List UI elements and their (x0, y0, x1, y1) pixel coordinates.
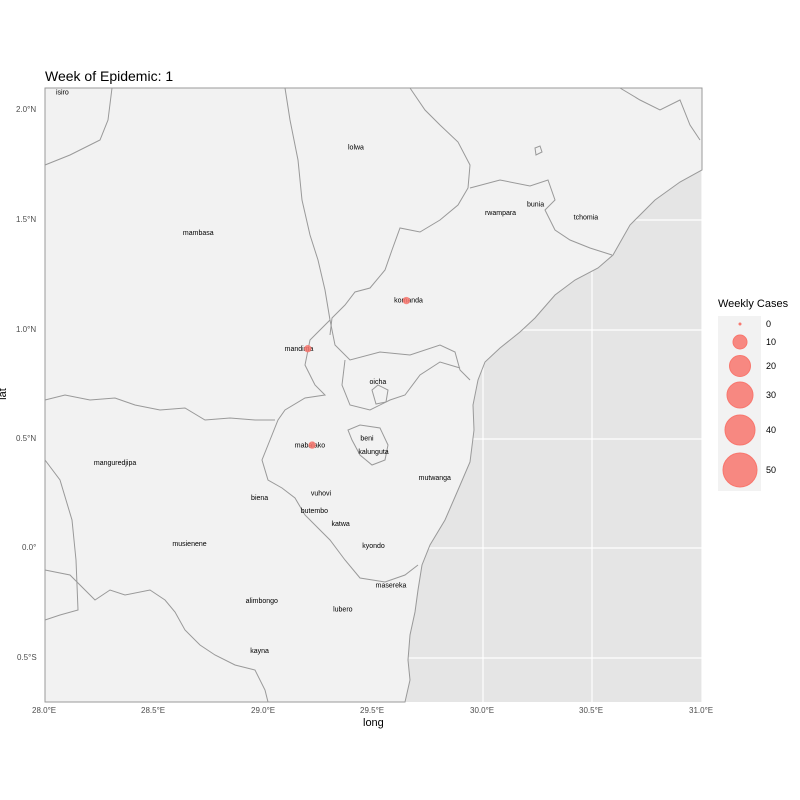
legend-label: 0 (766, 319, 772, 329)
legend-symbol-0 (738, 322, 742, 326)
place-label-bunia: bunia (527, 201, 544, 208)
place-label-vuhovi: vuhovi (311, 490, 332, 497)
case-marker-mabalako[interactable] (308, 441, 316, 449)
legend-title: Weekly Cases (718, 298, 789, 310)
place-label-kayna: kayna (250, 648, 269, 655)
place-label-tchomia: tchomia (574, 215, 599, 222)
place-label-mutwanga: mutwanga (419, 475, 451, 482)
x-tick-label: 28.0°E (32, 706, 57, 715)
place-label-kalunguta: kalunguta (358, 449, 388, 456)
legend-symbol-50 (722, 452, 758, 488)
place-label-mambasa: mambasa (183, 230, 214, 237)
legend-symbol-10 (732, 334, 748, 350)
place-label-lolwa: lolwa (348, 144, 364, 151)
place-label-masereka: masereka (376, 582, 407, 589)
place-label-katwa: katwa (332, 521, 350, 528)
cases-layer (304, 296, 411, 449)
place-label-rwampara: rwampara (485, 210, 516, 217)
legend-symbol-20 (729, 355, 751, 377)
legend-label: 10 (766, 337, 777, 347)
legend-key-panel (718, 316, 761, 491)
x-tick-label: 29.5°E (360, 706, 385, 715)
place-label-musienene: musienene (172, 541, 206, 548)
x-tick-label: 30.0°E (470, 706, 495, 715)
admin-boundaries (44, 87, 701, 703)
legend-label: 50 (766, 465, 777, 475)
case-marker-mandima[interactable] (304, 345, 312, 353)
x-tick-label: 30.5°E (579, 706, 604, 715)
y-tick-label: 2.0°N (16, 105, 37, 114)
x-tick-label: 28.5°E (141, 706, 166, 715)
place-label-lubero: lubero (333, 607, 353, 614)
legend-label: 30 (766, 390, 777, 400)
place-label-manguredjipa: manguredjipa (94, 460, 137, 467)
place-label-mandima: mandima (285, 346, 314, 353)
place-label-beni: beni (360, 436, 374, 443)
place-label-butembo: butembo (301, 508, 328, 515)
x-tick-label: 29.0°E (251, 706, 276, 715)
place-label-biena: biena (251, 495, 268, 502)
y-tick-label: 1.5°N (16, 215, 37, 224)
legend-label: 40 (766, 425, 777, 435)
y-axis-label: lat (0, 388, 9, 400)
legend-symbols (722, 322, 758, 488)
place-label-alimbongo: alimbongo (246, 598, 278, 605)
legend-symbol-40 (724, 414, 756, 446)
place-label-oicha: oicha (370, 379, 387, 386)
place-label-isiro: isiro (56, 90, 69, 97)
place-label-kyondo: kyondo (362, 543, 385, 550)
legend-label: 20 (766, 361, 777, 371)
legend-symbol-30 (726, 381, 754, 409)
x-tick-label: 31.0°E (689, 706, 714, 715)
y-tick-label: 0.5°N (16, 434, 37, 443)
y-tick-label: 0.5°S (17, 653, 37, 662)
y-tick-label: 0.0° (22, 543, 37, 552)
case-marker-komanda[interactable] (402, 296, 411, 305)
map-title: Week of Epidemic: 1 (45, 68, 174, 84)
x-axis-label: long (363, 717, 384, 729)
y-tick-label: 1.0°N (16, 325, 37, 334)
